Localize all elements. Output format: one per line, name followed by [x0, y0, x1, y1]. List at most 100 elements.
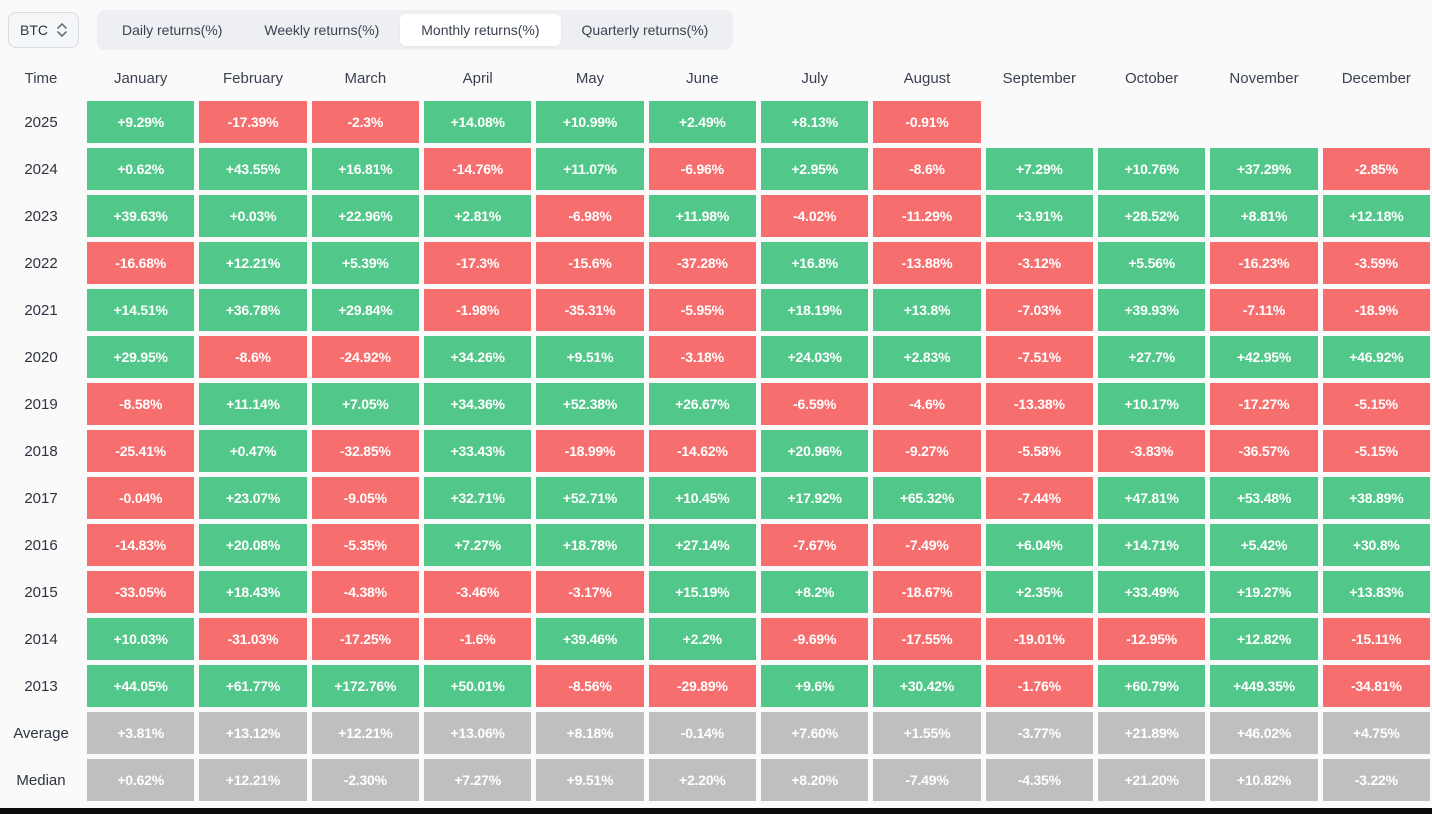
return-cell: +7.27%: [424, 759, 532, 801]
return-cell: -5.95%: [648, 289, 756, 331]
return-cell: +7.05%: [311, 383, 419, 425]
column-header-july: July: [801, 69, 828, 87]
return-cell: +52.71%: [536, 477, 644, 519]
return-cell: -16.68%: [87, 242, 195, 284]
return-cell: +2.2%: [648, 618, 756, 660]
return-cell: [986, 101, 1093, 143]
return-cell: -7.67%: [761, 524, 869, 566]
return-cell: -0.14%: [648, 712, 756, 754]
return-cell: -17.27%: [1210, 383, 1318, 425]
column-header-june: June: [686, 69, 719, 87]
return-cell: -14.76%: [424, 148, 532, 190]
return-cell: -24.92%: [311, 336, 419, 378]
row-label-2013: 2013: [24, 677, 58, 695]
return-cell: -3.22%: [1322, 759, 1430, 801]
return-cell: -1.6%: [424, 618, 532, 660]
return-cell: +26.67%: [648, 383, 756, 425]
return-cell: -18.67%: [873, 571, 981, 613]
return-cell: -14.83%: [87, 524, 195, 566]
return-cell: -12.95%: [1098, 618, 1206, 660]
column-header-august: August: [903, 69, 951, 87]
return-cell: +8.13%: [761, 101, 869, 143]
return-cell: -6.96%: [648, 148, 756, 190]
return-cell: +2.83%: [873, 336, 981, 378]
return-cell: -13.88%: [873, 242, 981, 284]
return-cell: +2.20%: [648, 759, 756, 801]
column-header-september: September: [1002, 69, 1077, 87]
return-cell: +9.51%: [536, 336, 644, 378]
return-cell: -7.11%: [1210, 289, 1318, 331]
return-cell: +36.78%: [199, 289, 307, 331]
row-label-2023: 2023: [24, 207, 58, 225]
column-header-february: February: [222, 69, 283, 87]
return-cell: +7.29%: [985, 148, 1093, 190]
row-label-2024: 2024: [24, 160, 58, 178]
return-cell: -7.44%: [985, 477, 1093, 519]
chevron-updown-icon: [57, 22, 67, 38]
return-cell: +39.93%: [1098, 289, 1206, 331]
return-cell: -34.81%: [1322, 665, 1430, 707]
return-cell: +15.19%: [648, 571, 756, 613]
return-cell: +23.07%: [199, 477, 307, 519]
return-cell: -4.6%: [873, 383, 981, 425]
return-cell: +61.77%: [199, 665, 307, 707]
return-cell: +8.81%: [1210, 195, 1318, 237]
return-cell: +17.92%: [761, 477, 869, 519]
return-cell: +1.55%: [873, 712, 981, 754]
return-cell: +39.63%: [87, 195, 195, 237]
return-cell: -19.01%: [985, 618, 1093, 660]
return-cell: +28.52%: [1098, 195, 1206, 237]
tab-monthly-returns[interactable]: Monthly returns(%): [400, 14, 561, 46]
return-cell: +14.71%: [1098, 524, 1206, 566]
return-cell: -4.02%: [761, 195, 869, 237]
return-cell: +22.96%: [311, 195, 419, 237]
return-cell: +2.35%: [985, 571, 1093, 613]
return-cell: +27.7%: [1098, 336, 1206, 378]
row-label-2025: 2025: [24, 113, 58, 131]
return-cell: +3.81%: [87, 712, 195, 754]
return-cell: -3.77%: [985, 712, 1093, 754]
return-cell: +9.51%: [536, 759, 644, 801]
return-cell: +30.42%: [873, 665, 981, 707]
row-label-2015: 2015: [24, 583, 58, 601]
return-cell: -25.41%: [87, 430, 195, 472]
return-cell: -3.46%: [424, 571, 532, 613]
tab-weekly-returns[interactable]: Weekly returns(%): [264, 22, 380, 38]
return-cell: -9.27%: [873, 430, 981, 472]
return-cell: +16.81%: [311, 148, 419, 190]
return-cell: +2.49%: [648, 101, 756, 143]
return-cell: -4.38%: [311, 571, 419, 613]
bottom-divider: [0, 808, 1432, 814]
return-cell: +12.21%: [199, 759, 307, 801]
return-cell: -0.91%: [873, 101, 981, 143]
return-cell: +12.21%: [199, 242, 307, 284]
return-cell: +42.95%: [1210, 336, 1318, 378]
return-cell: -17.25%: [311, 618, 419, 660]
tab-daily-returns[interactable]: Daily returns(%): [122, 22, 223, 38]
row-label-2016: 2016: [24, 536, 58, 554]
return-cell: -18.9%: [1322, 289, 1430, 331]
return-cell: +12.18%: [1322, 195, 1430, 237]
return-cell: +37.29%: [1210, 148, 1318, 190]
return-cell: -3.12%: [985, 242, 1093, 284]
return-cell: -5.58%: [985, 430, 1093, 472]
return-cell: +0.62%: [87, 148, 195, 190]
return-cell: +10.17%: [1098, 383, 1206, 425]
return-cell: +52.38%: [536, 383, 644, 425]
return-cell: +46.02%: [1210, 712, 1318, 754]
row-label-2022: 2022: [24, 254, 58, 272]
return-cell: +12.82%: [1210, 618, 1318, 660]
return-cell: -17.55%: [873, 618, 981, 660]
return-cell: +18.19%: [761, 289, 869, 331]
symbol-selector[interactable]: BTC: [8, 12, 79, 48]
return-cell: +10.76%: [1098, 148, 1206, 190]
return-cell: +11.07%: [536, 148, 644, 190]
return-cell: +11.98%: [648, 195, 756, 237]
return-cell: +27.14%: [648, 524, 756, 566]
return-cell: -29.89%: [648, 665, 756, 707]
tab-quarterly-returns[interactable]: Quarterly returns(%): [581, 22, 709, 38]
return-cell: -7.49%: [873, 524, 981, 566]
return-cell: -15.11%: [1322, 618, 1430, 660]
return-cell: +34.26%: [424, 336, 532, 378]
return-cell: -7.51%: [985, 336, 1093, 378]
